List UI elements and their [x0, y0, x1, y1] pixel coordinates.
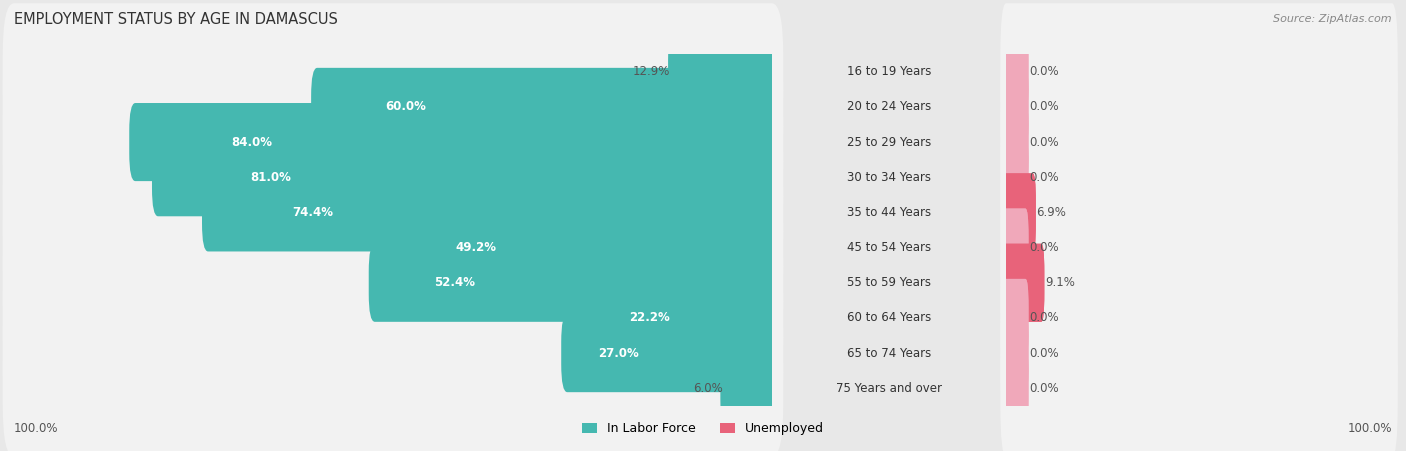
Text: 81.0%: 81.0%: [250, 171, 291, 184]
FancyBboxPatch shape: [1000, 179, 1398, 316]
Text: 0.0%: 0.0%: [1029, 347, 1059, 359]
FancyBboxPatch shape: [1002, 349, 1029, 428]
Text: 55 to 59 Years: 55 to 59 Years: [846, 276, 931, 289]
FancyBboxPatch shape: [394, 208, 778, 287]
FancyBboxPatch shape: [129, 103, 778, 181]
Text: 0.0%: 0.0%: [1029, 101, 1059, 113]
Text: 45 to 54 Years: 45 to 54 Years: [846, 241, 931, 254]
FancyBboxPatch shape: [1002, 314, 1029, 392]
FancyBboxPatch shape: [1002, 173, 1036, 252]
FancyBboxPatch shape: [668, 32, 778, 111]
FancyBboxPatch shape: [1000, 285, 1398, 422]
Text: 6.9%: 6.9%: [1036, 206, 1067, 219]
FancyBboxPatch shape: [1000, 144, 1398, 281]
FancyBboxPatch shape: [3, 109, 783, 246]
Text: 22.2%: 22.2%: [628, 312, 669, 324]
Text: 0.0%: 0.0%: [1029, 312, 1059, 324]
Text: 9.1%: 9.1%: [1045, 276, 1076, 289]
FancyBboxPatch shape: [1002, 208, 1029, 287]
Text: 100.0%: 100.0%: [1347, 422, 1392, 435]
FancyBboxPatch shape: [1002, 314, 1029, 392]
FancyBboxPatch shape: [1002, 244, 1045, 322]
FancyBboxPatch shape: [1002, 208, 1029, 287]
FancyBboxPatch shape: [1002, 279, 1029, 357]
FancyBboxPatch shape: [3, 214, 783, 351]
FancyBboxPatch shape: [1000, 214, 1398, 351]
FancyBboxPatch shape: [1000, 249, 1398, 387]
FancyBboxPatch shape: [202, 173, 778, 252]
FancyBboxPatch shape: [720, 349, 778, 428]
Text: 0.0%: 0.0%: [1029, 382, 1059, 395]
Text: EMPLOYMENT STATUS BY AGE IN DAMASCUS: EMPLOYMENT STATUS BY AGE IN DAMASCUS: [14, 12, 337, 27]
FancyBboxPatch shape: [598, 279, 778, 357]
Text: 52.4%: 52.4%: [434, 276, 475, 289]
FancyBboxPatch shape: [561, 314, 778, 392]
FancyBboxPatch shape: [3, 285, 783, 422]
Text: 25 to 29 Years: 25 to 29 Years: [846, 136, 931, 148]
FancyBboxPatch shape: [1002, 138, 1029, 216]
Text: Source: ZipAtlas.com: Source: ZipAtlas.com: [1274, 14, 1392, 23]
Text: 20 to 24 Years: 20 to 24 Years: [846, 101, 931, 113]
Text: 74.4%: 74.4%: [292, 206, 333, 219]
FancyBboxPatch shape: [1000, 74, 1398, 211]
FancyBboxPatch shape: [3, 249, 783, 387]
Text: 84.0%: 84.0%: [231, 136, 271, 148]
Text: 16 to 19 Years: 16 to 19 Years: [846, 65, 931, 78]
FancyBboxPatch shape: [1000, 38, 1398, 175]
Text: 30 to 34 Years: 30 to 34 Years: [846, 171, 931, 184]
Text: 0.0%: 0.0%: [1029, 171, 1059, 184]
Text: 35 to 44 Years: 35 to 44 Years: [846, 206, 931, 219]
FancyBboxPatch shape: [1002, 244, 1045, 322]
Text: 0.0%: 0.0%: [1029, 241, 1059, 254]
Text: 100.0%: 100.0%: [14, 422, 59, 435]
FancyBboxPatch shape: [1002, 68, 1029, 146]
FancyBboxPatch shape: [3, 3, 783, 140]
Text: 49.2%: 49.2%: [456, 241, 496, 254]
Text: 6.0%: 6.0%: [693, 382, 723, 395]
FancyBboxPatch shape: [1002, 103, 1029, 181]
FancyBboxPatch shape: [1002, 32, 1029, 111]
Text: 0.0%: 0.0%: [1029, 136, 1059, 148]
Text: 12.9%: 12.9%: [633, 65, 671, 78]
Text: 60 to 64 Years: 60 to 64 Years: [846, 312, 931, 324]
Legend: In Labor Force, Unemployed: In Labor Force, Unemployed: [576, 417, 830, 440]
FancyBboxPatch shape: [152, 138, 778, 216]
FancyBboxPatch shape: [1002, 279, 1029, 357]
FancyBboxPatch shape: [3, 38, 783, 175]
FancyBboxPatch shape: [3, 74, 783, 211]
Text: 27.0%: 27.0%: [598, 347, 638, 359]
FancyBboxPatch shape: [1000, 3, 1398, 140]
FancyBboxPatch shape: [1002, 32, 1029, 111]
FancyBboxPatch shape: [3, 144, 783, 281]
Text: 65 to 74 Years: 65 to 74 Years: [846, 347, 931, 359]
FancyBboxPatch shape: [1002, 138, 1029, 216]
FancyBboxPatch shape: [1002, 349, 1029, 428]
FancyBboxPatch shape: [368, 244, 778, 322]
Text: 75 Years and over: 75 Years and over: [837, 382, 942, 395]
FancyBboxPatch shape: [3, 320, 783, 451]
FancyBboxPatch shape: [1000, 109, 1398, 246]
FancyBboxPatch shape: [1002, 68, 1029, 146]
FancyBboxPatch shape: [1002, 173, 1036, 252]
FancyBboxPatch shape: [1002, 103, 1029, 181]
Text: 60.0%: 60.0%: [385, 101, 426, 113]
FancyBboxPatch shape: [3, 179, 783, 316]
FancyBboxPatch shape: [311, 68, 778, 146]
FancyBboxPatch shape: [1000, 320, 1398, 451]
Text: 0.0%: 0.0%: [1029, 65, 1059, 78]
